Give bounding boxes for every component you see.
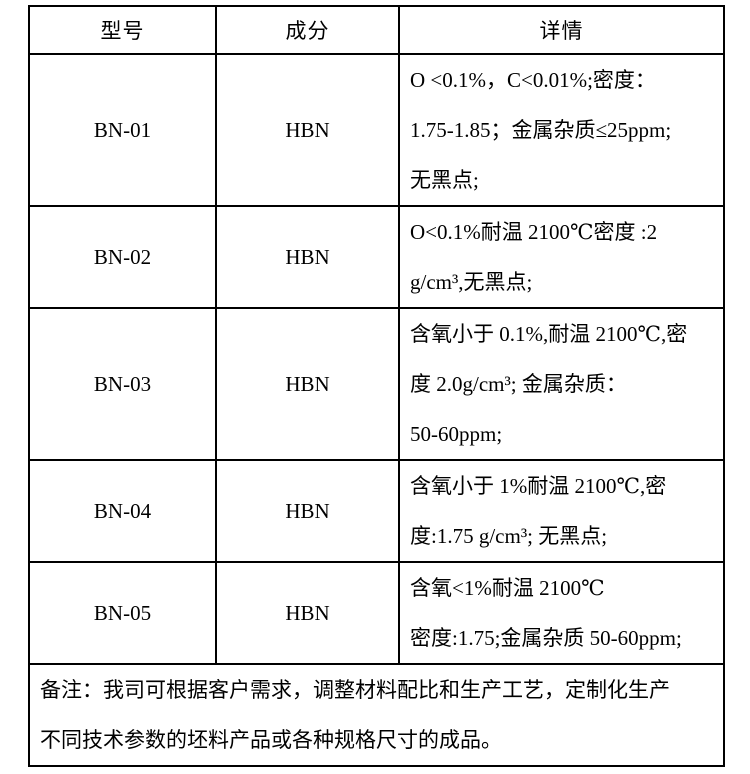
table-header-row: 型号 成分 详情: [28, 5, 725, 55]
model-cell: BN-05: [28, 561, 217, 665]
composition-cell: HBN: [215, 205, 400, 309]
model-cell: BN-02: [28, 205, 217, 309]
composition-cell: HBN: [215, 561, 400, 665]
table-row-bn01: BN-01 HBN O <0.1%，C<0.01%;密度： 1.75-1.85；…: [28, 53, 725, 207]
column-header-model: 型号: [28, 5, 217, 55]
table-row-bn05: BN-05 HBN 含氧<1%耐温 2100℃ 密度:1.75;金属杂质 50-…: [28, 561, 725, 665]
details-cell: 含氧<1%耐温 2100℃ 密度:1.75;金属杂质 50-60ppm;: [398, 561, 725, 665]
table-row-bn03: BN-03 HBN 含氧小于 0.1%,耐温 2100℃,密 度 2.0g/cm…: [28, 307, 725, 461]
details-cell: 含氧小于 1%耐温 2100℃,密 度:1.75 g/cm³; 无黑点;: [398, 459, 725, 563]
note-cell: 备注：我司可根据客户需求，调整材料配比和生产工艺，定制化生产 不同技术参数的坯料…: [28, 663, 725, 767]
composition-cell: HBN: [215, 307, 400, 461]
details-cell: O <0.1%，C<0.01%;密度： 1.75-1.85；金属杂质≤25ppm…: [398, 53, 725, 207]
model-cell: BN-04: [28, 459, 217, 563]
model-cell: BN-01: [28, 53, 217, 207]
composition-cell: HBN: [215, 459, 400, 563]
model-cell: BN-03: [28, 307, 217, 461]
column-header-details: 详情: [398, 5, 725, 55]
product-spec-table: 型号 成分 详情 BN-01 HBN O <0.1%，C<0.01%;密度： 1…: [28, 5, 725, 767]
table-row-bn04: BN-04 HBN 含氧小于 1%耐温 2100℃,密 度:1.75 g/cm³…: [28, 459, 725, 563]
column-header-composition: 成分: [215, 5, 400, 55]
details-cell: O<0.1%耐温 2100℃密度 :2 g/cm³,无黑点;: [398, 205, 725, 309]
details-cell: 含氧小于 0.1%,耐温 2100℃,密 度 2.0g/cm³; 金属杂质： 5…: [398, 307, 725, 461]
table-row-bn02: BN-02 HBN O<0.1%耐温 2100℃密度 :2 g/cm³,无黑点;: [28, 205, 725, 309]
composition-cell: HBN: [215, 53, 400, 207]
table-note-row: 备注：我司可根据客户需求，调整材料配比和生产工艺，定制化生产 不同技术参数的坯料…: [28, 663, 725, 767]
